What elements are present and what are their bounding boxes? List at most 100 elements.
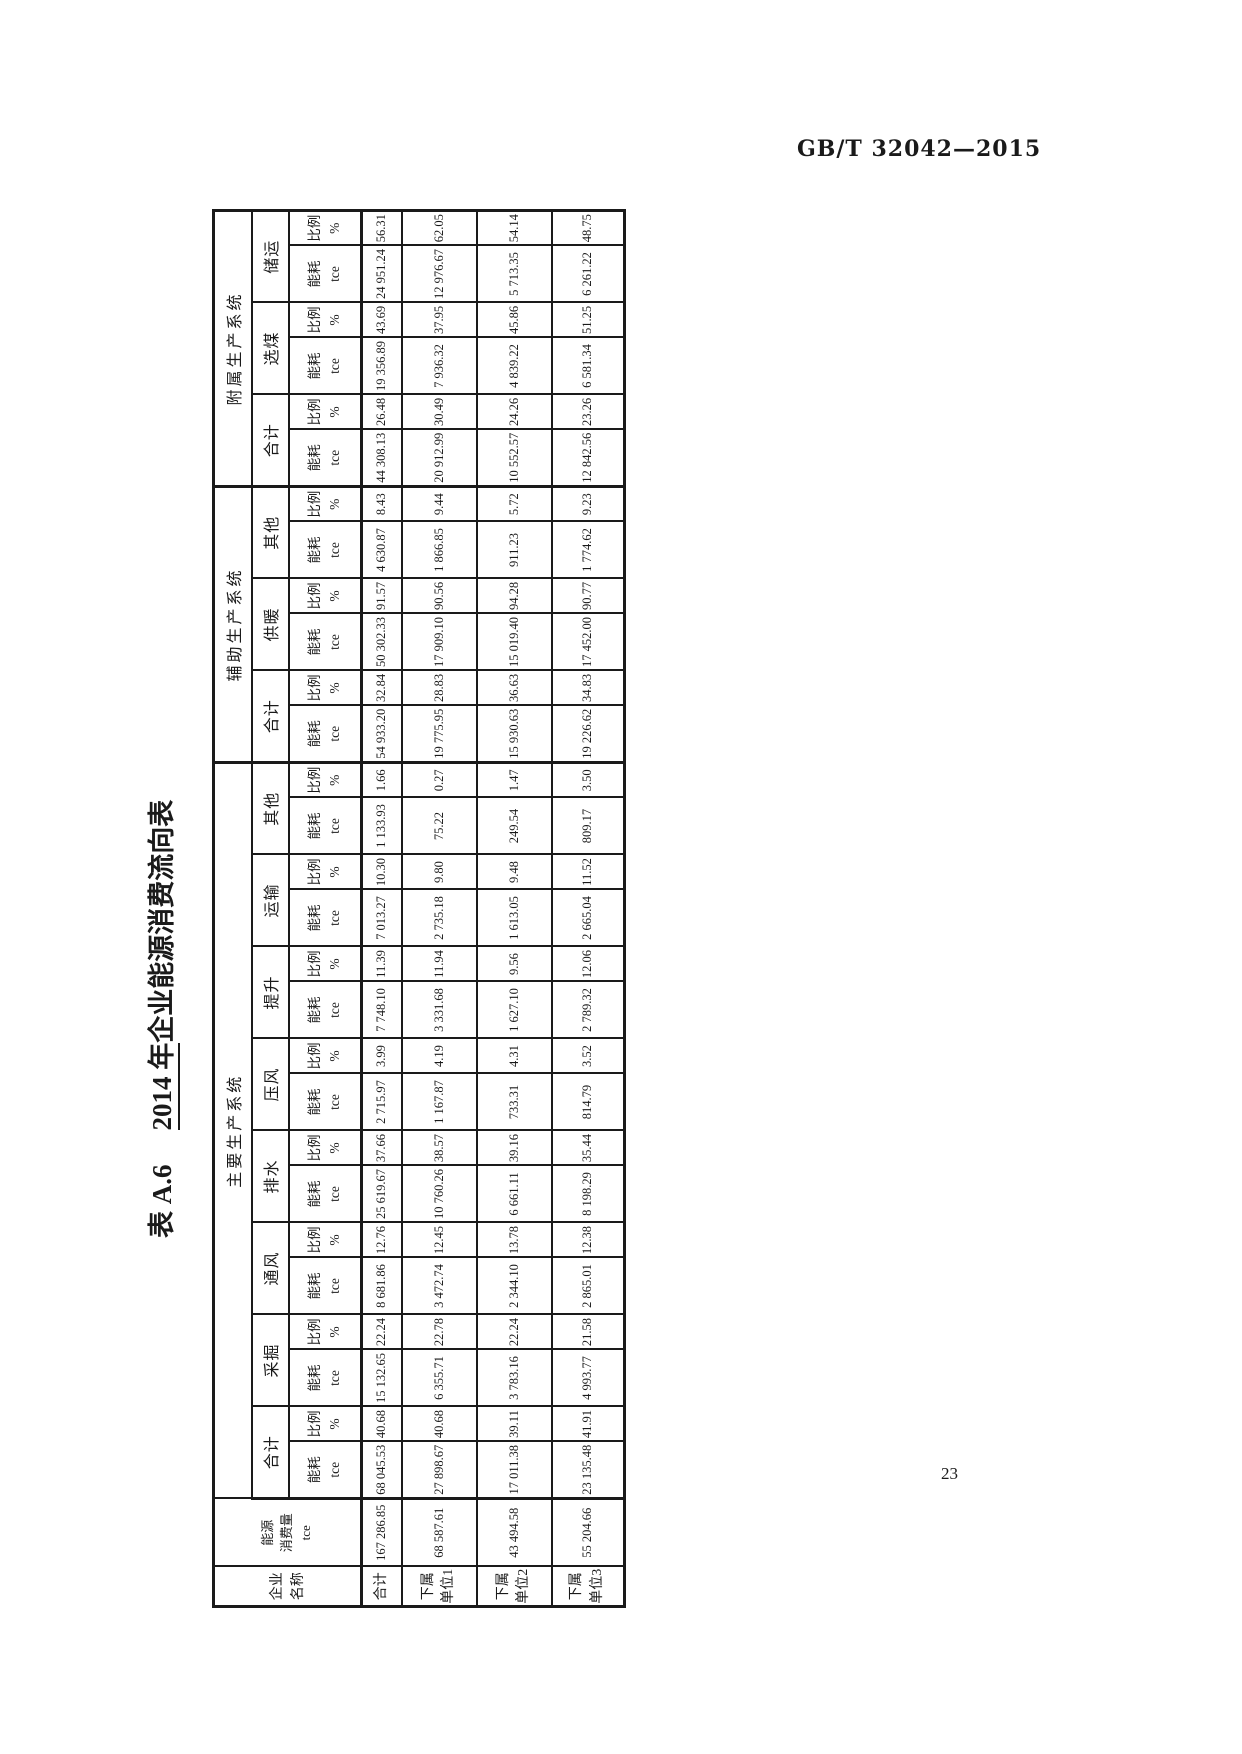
unit-header-ratio: 比例 % <box>288 210 362 246</box>
caption-year: 2014 年 <box>147 1042 180 1131</box>
value-energy-cell: 7 013.27 <box>361 889 402 947</box>
value-energy-cell: 19 226.62 <box>551 705 625 763</box>
value-energy-cell: 25 619.67 <box>361 1165 402 1223</box>
value-energy-cell: 20 912.99 <box>401 429 477 487</box>
value-ratio-cell: 94.28 <box>476 578 552 614</box>
value-energy-cell: 1 627.10 <box>476 981 552 1039</box>
group-header: 主要生产系统 <box>213 762 252 1499</box>
caption-prefix: 表 A.6 <box>147 1164 177 1239</box>
unit-header-ratio: 比例 % <box>288 578 362 614</box>
value-energy-cell: 2 665.04 <box>551 889 625 947</box>
unit-header-ratio: 比例 % <box>288 946 362 982</box>
value-ratio-cell: 48.75 <box>551 210 625 246</box>
energy-flow-table: 企业 名称 能源 消费量 tce 主要生产系统 辅助生产系统 附属生产系统 合计… <box>212 208 626 1608</box>
value-energy-cell: 10 760.26 <box>401 1165 477 1223</box>
value-ratio-cell: 43.69 <box>361 302 402 338</box>
standard-number: GB/T 32042—2015 <box>797 136 1042 162</box>
column-header: 合计 <box>251 394 289 487</box>
value-ratio-cell: 12.06 <box>551 946 625 982</box>
row-label: 下属 单位3 <box>551 1566 625 1607</box>
energy-consumption-cell: 68 587.61 <box>401 1498 477 1567</box>
value-energy-cell: 17 909.10 <box>401 613 477 671</box>
value-ratio-cell: 13.78 <box>476 1222 552 1258</box>
page-number: 23 <box>941 1464 958 1483</box>
corner-enterprise-header: 企业 名称 <box>213 1566 362 1607</box>
column-header: 供暖 <box>251 578 289 671</box>
unit-header-energy: 能耗 tce <box>288 705 362 763</box>
value-energy-cell: 17 011.38 <box>476 1441 552 1499</box>
value-ratio-cell: 90.56 <box>401 578 477 614</box>
column-header: 运输 <box>251 854 289 947</box>
units-row: 能耗 tce 比例 % 能耗 tce 比例 % 能耗 tce 比例 % 能耗 tce 比例 %… <box>288 210 362 1606</box>
value-ratio-cell: 9.80 <box>401 854 477 890</box>
value-ratio-cell: 10.30 <box>361 854 402 890</box>
value-energy-cell: 2 865.01 <box>551 1257 625 1315</box>
value-energy-cell: 12 842.56 <box>551 429 625 487</box>
unit-header-ratio: 比例 % <box>288 1406 362 1442</box>
value-energy-cell: 54 933.20 <box>361 705 402 763</box>
column-header: 提升 <box>251 946 289 1039</box>
value-ratio-cell: 28.83 <box>401 670 477 706</box>
column-header: 其他 <box>251 486 289 579</box>
value-energy-cell: 6 581.34 <box>551 337 625 395</box>
column-header: 合计 <box>251 1406 289 1499</box>
value-ratio-cell: 30.49 <box>401 394 477 430</box>
table-caption: 表 A.6 2014 年企业能源消费流向表 <box>139 598 185 1238</box>
table-row: 合计 167 286.85 68 045.53 40.68 15 132.65 22.24… <box>361 210 402 1607</box>
table-row: 下属 单位2 43 494.58 17 011.38 39.11 3 783.16 22.… <box>476 210 552 1607</box>
value-energy-cell: 3 472.74 <box>401 1257 477 1315</box>
group-header: 辅助生产系统 <box>213 486 252 763</box>
column-header: 采掘 <box>251 1314 289 1407</box>
value-energy-cell: 3 331.68 <box>401 981 477 1039</box>
value-ratio-cell: 22.78 <box>401 1314 477 1350</box>
value-energy-cell: 6 661.11 <box>476 1165 552 1223</box>
value-ratio-cell: 1.66 <box>361 762 402 798</box>
value-ratio-cell: 40.68 <box>361 1406 402 1442</box>
unit-header-ratio: 比例 % <box>288 854 362 890</box>
value-energy-cell: 1 774.62 <box>551 521 625 579</box>
unit-header-energy: 能耗 tce <box>288 429 362 487</box>
value-energy-cell: 5 713.35 <box>476 245 552 303</box>
value-ratio-cell: 26.48 <box>361 394 402 430</box>
value-energy-cell: 17 452.00 <box>551 613 625 671</box>
value-ratio-cell: 36.63 <box>476 670 552 706</box>
unit-header-energy: 能耗 tce <box>288 337 362 395</box>
value-energy-cell: 814.79 <box>551 1073 625 1131</box>
value-energy-cell: 2 715.97 <box>361 1073 402 1131</box>
value-energy-cell: 15 019.40 <box>476 613 552 671</box>
value-ratio-cell: 11.94 <box>401 946 477 982</box>
value-energy-cell: 8 681.86 <box>361 1257 402 1315</box>
column-header: 排水 <box>251 1130 289 1223</box>
value-ratio-cell: 22.24 <box>361 1314 402 1350</box>
value-ratio-cell: 9.23 <box>551 486 625 522</box>
value-energy-cell: 8 198.29 <box>551 1165 625 1223</box>
value-energy-cell: 50 302.33 <box>361 613 402 671</box>
value-ratio-cell: 11.52 <box>551 854 625 890</box>
row-label: 下属 单位2 <box>476 1566 552 1607</box>
unit-header-energy: 能耗 tce <box>288 1165 362 1223</box>
unit-header-ratio: 比例 % <box>288 670 362 706</box>
unit-header-ratio: 比例 % <box>288 1130 362 1166</box>
value-energy-cell: 249.54 <box>476 797 552 855</box>
unit-header-energy: 能耗 tce <box>288 245 362 303</box>
value-energy-cell: 7 936.32 <box>401 337 477 395</box>
value-energy-cell: 24 951.24 <box>361 245 402 303</box>
unit-header-energy: 能耗 tce <box>288 797 362 855</box>
value-ratio-cell: 8.43 <box>361 486 402 522</box>
energy-consumption-cell: 55 204.66 <box>551 1498 625 1567</box>
value-ratio-cell: 3.50 <box>551 762 625 798</box>
column-header: 储运 <box>251 210 289 303</box>
unit-header-energy: 能耗 tce <box>288 1257 362 1315</box>
value-ratio-cell: 4.19 <box>401 1038 477 1074</box>
value-ratio-cell: 62.05 <box>401 210 477 246</box>
value-energy-cell: 1 167.87 <box>401 1073 477 1131</box>
value-ratio-cell: 45.86 <box>476 302 552 338</box>
value-energy-cell: 10 552.57 <box>476 429 552 487</box>
value-ratio-cell: 9.44 <box>401 486 477 522</box>
value-ratio-cell: 0.27 <box>401 762 477 798</box>
value-energy-cell: 1 613.05 <box>476 889 552 947</box>
value-ratio-cell: 4.31 <box>476 1038 552 1074</box>
value-ratio-cell: 37.95 <box>401 302 477 338</box>
unit-header-energy: 能耗 tce <box>288 521 362 579</box>
